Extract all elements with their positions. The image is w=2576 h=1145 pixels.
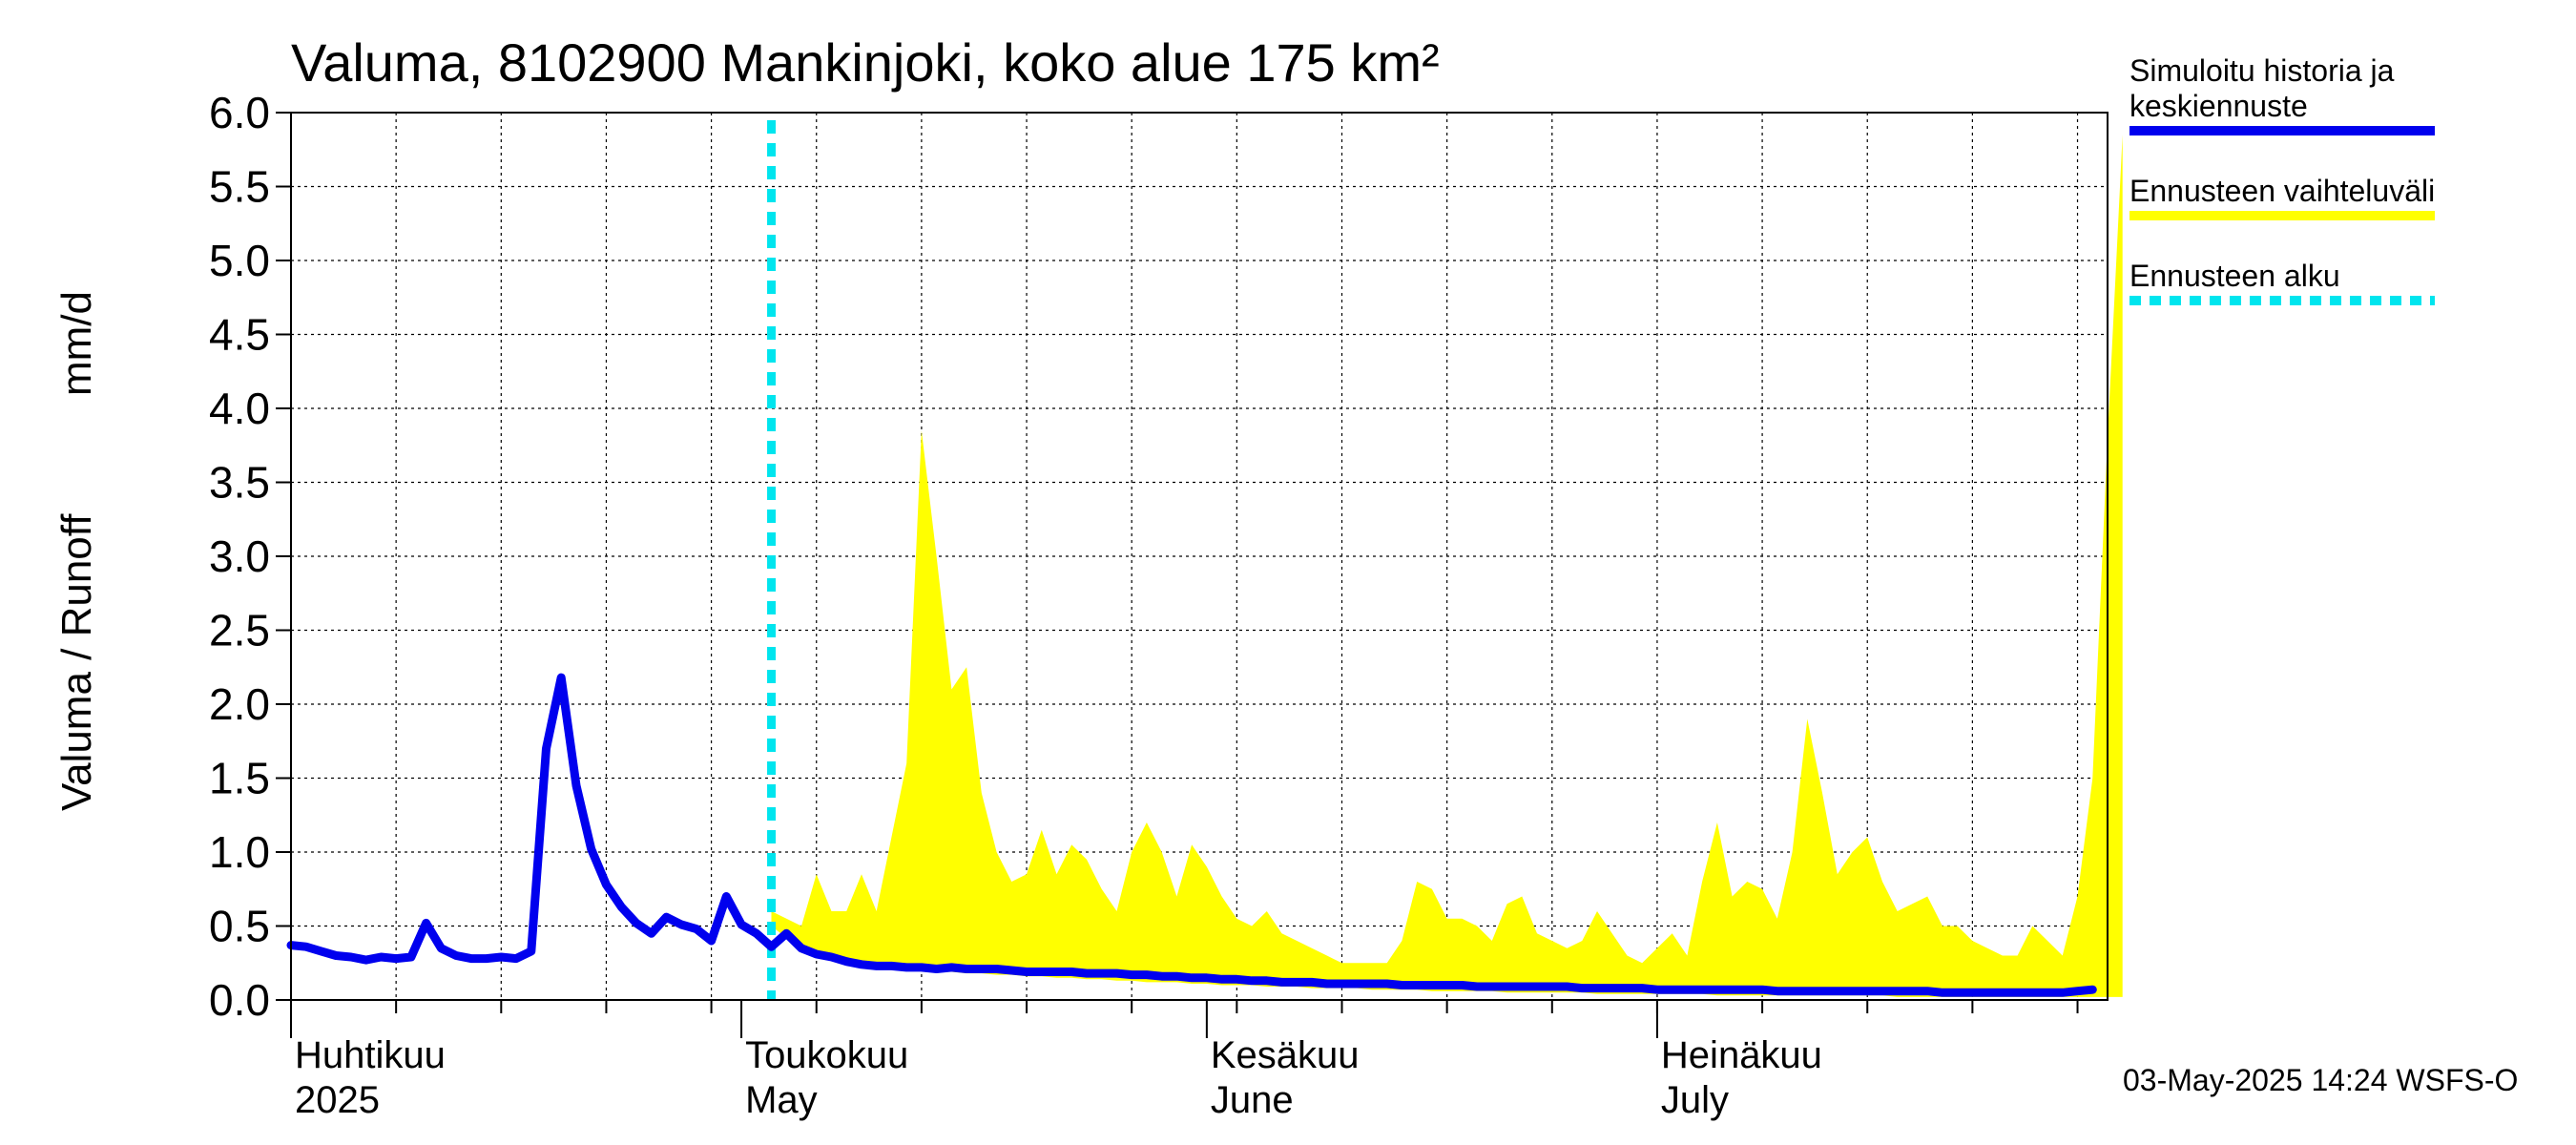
chart-title: Valuma, 8102900 Mankinjoki, koko alue 17… [291, 32, 1440, 93]
x-month-sublabel: May [745, 1079, 818, 1121]
y-axis: 0.0 0.5 1.0 1.5 2.0 2.5 3.0 3.5 4.0 4.5 5.0 5.5 6.0 [209, 88, 291, 1025]
plot-area [286, 112, 2123, 1001]
x-month-label: Huhtikuu [295, 1034, 446, 1076]
x-month-label: Kesäkuu [1211, 1034, 1360, 1076]
legend-label: Simuloitu historia ja [2129, 53, 2395, 88]
x-month-sublabel: June [1211, 1079, 1294, 1121]
y-tick-label: 2.0 [209, 679, 270, 729]
x-month-label: Heinäkuu [1661, 1034, 1822, 1076]
y-tick-label: 1.0 [209, 827, 270, 877]
y-tick-label: 5.0 [209, 236, 270, 285]
x-month-sublabel: July [1661, 1079, 1729, 1121]
mean-forecast-polyline [286, 673, 2097, 997]
y-tick-label: 3.5 [209, 458, 270, 508]
legend-label: keskiennuste [2129, 89, 2308, 123]
y-tick-label: 3.0 [209, 531, 270, 581]
y-tick-label: 0.0 [209, 975, 270, 1025]
x-month-sublabel: 2025 [295, 1079, 380, 1121]
y-tick-label: 4.5 [209, 310, 270, 360]
mean-forecast-line [286, 673, 2097, 997]
forecast-range-area [771, 135, 2123, 997]
y-tick-label: 0.5 [209, 902, 270, 951]
x-month-label: Toukokuu [745, 1034, 908, 1076]
legend-label: Ennusteen vaihteluväli [2129, 174, 2435, 208]
y-axis-unit: mm/d [53, 291, 100, 396]
y-tick-label: 5.5 [209, 162, 270, 212]
y-axis-label: Valuma / Runoff [53, 513, 100, 811]
forecast-range-band [771, 135, 2123, 997]
legend-label: Ennusteen alku [2129, 259, 2340, 293]
y-tick-label: 2.5 [209, 606, 270, 656]
y-tick-label: 6.0 [209, 88, 270, 137]
y-tick-label: 4.0 [209, 384, 270, 433]
y-tick-label: 1.5 [209, 754, 270, 803]
footer-timestamp: 03-May-2025 14:24 WSFS-O [2123, 1063, 2518, 1097]
